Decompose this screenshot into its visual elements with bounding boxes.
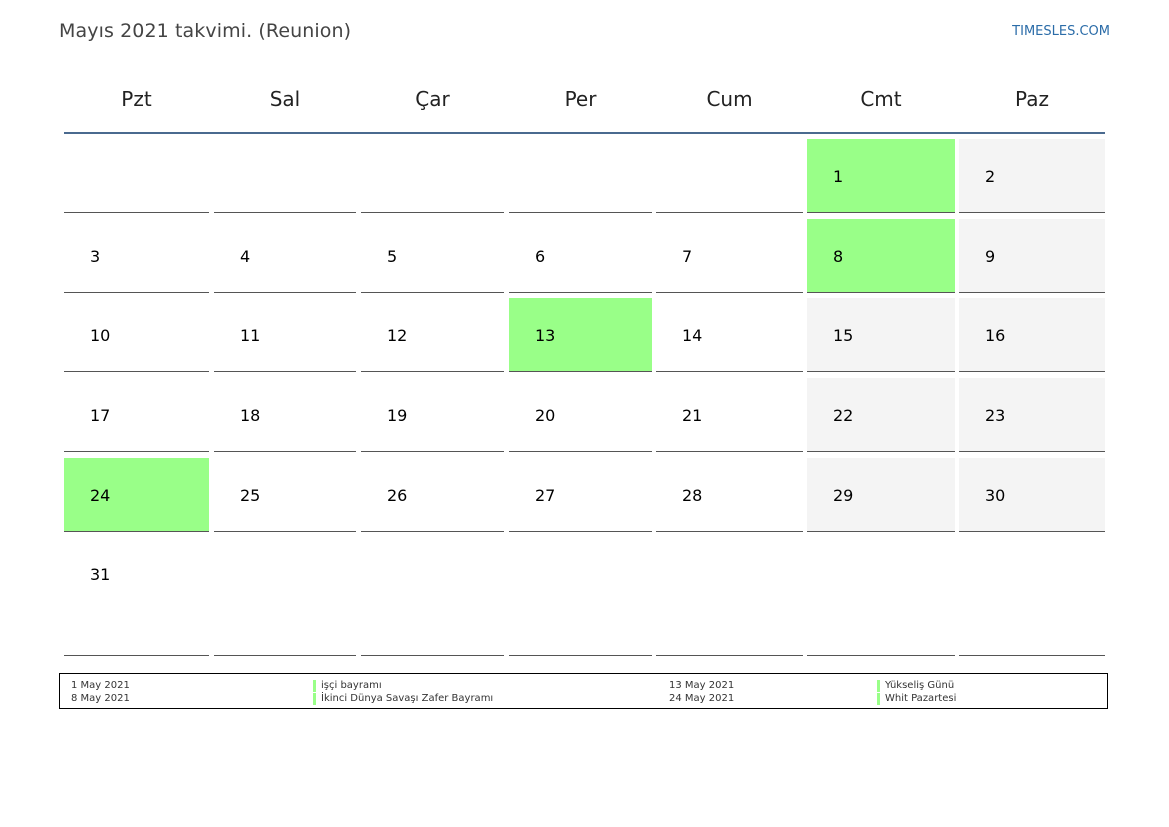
day-cell[interactable]: 20: [509, 378, 652, 452]
empty-day-cell: [64, 139, 209, 213]
day-number: 29: [833, 486, 854, 505]
weekday-label: Sal: [269, 87, 301, 111]
day-cell[interactable]: 12: [361, 298, 504, 372]
day-number: 30: [985, 486, 1006, 505]
day-cell[interactable]: 22: [807, 378, 955, 452]
day-cell[interactable]: 2: [959, 139, 1105, 213]
empty-day-cell: [509, 537, 652, 656]
day-number: 11: [240, 326, 261, 345]
weekday-label: Cum: [706, 87, 753, 111]
day-cell[interactable]: 14: [656, 298, 803, 372]
day-number: 5: [387, 247, 398, 266]
holiday-day-cell[interactable]: 13: [509, 298, 652, 372]
day-number: 23: [985, 406, 1006, 425]
day-cell[interactable]: 27: [509, 458, 652, 532]
empty-day-cell: [214, 139, 356, 213]
day-cell[interactable]: 3: [64, 219, 209, 293]
day-number: 4: [240, 247, 251, 266]
holiday-name: Whit Pazartesi: [877, 693, 956, 705]
day-cell[interactable]: 6: [509, 219, 652, 293]
day-cell[interactable]: 26: [361, 458, 504, 532]
weekday-label: Pzt: [121, 87, 152, 111]
day-cell[interactable]: 4: [214, 219, 356, 293]
day-cell[interactable]: 31: [64, 537, 209, 656]
day-cell[interactable]: 19: [361, 378, 504, 452]
day-number: 19: [387, 406, 408, 425]
day-cell[interactable]: 30: [959, 458, 1105, 532]
day-number: 22: [833, 406, 854, 425]
holiday-day-cell[interactable]: 8: [807, 219, 955, 293]
holiday-day-cell[interactable]: 1: [807, 139, 955, 213]
day-number: 12: [387, 326, 408, 345]
day-cell[interactable]: 17: [64, 378, 209, 452]
day-number: 6: [535, 247, 546, 266]
day-cell[interactable]: 25: [214, 458, 356, 532]
day-number: 3: [90, 247, 101, 266]
weekday-label: Per: [564, 87, 597, 111]
day-number: 1: [833, 167, 844, 186]
day-cell[interactable]: 28: [656, 458, 803, 532]
day-number: 21: [682, 406, 703, 425]
day-number: 7: [682, 247, 693, 266]
day-number: 27: [535, 486, 556, 505]
day-number: 25: [240, 486, 261, 505]
empty-day-cell: [361, 537, 504, 656]
empty-day-cell: [656, 139, 803, 213]
day-number: 10: [90, 326, 111, 345]
empty-day-cell: [807, 537, 955, 656]
day-number: 16: [985, 326, 1006, 345]
empty-day-cell: [509, 139, 652, 213]
day-number: 13: [535, 326, 556, 345]
day-cell[interactable]: 29: [807, 458, 955, 532]
holiday-date: 24 May 2021: [669, 693, 735, 704]
day-number: 8: [833, 247, 844, 266]
holiday-legend: 1 May 2021 işçi bayramı 8 May 2021 İkinci D…: [59, 673, 1108, 709]
weekday-label: Çar: [415, 87, 450, 111]
empty-day-cell: [959, 537, 1105, 656]
day-cell[interactable]: 16: [959, 298, 1105, 372]
day-number: 9: [985, 247, 996, 266]
day-number: 26: [387, 486, 408, 505]
holiday-name: İkinci Dünya Savaşı Zafer Bayramı: [313, 693, 493, 705]
empty-day-cell: [361, 139, 504, 213]
day-number: 28: [682, 486, 703, 505]
day-number: 17: [90, 406, 111, 425]
page-title: Mayıs 2021 takvimi. (Reunion): [59, 20, 352, 42]
day-number: 20: [535, 406, 556, 425]
day-number: 14: [682, 326, 703, 345]
day-cell[interactable]: 21: [656, 378, 803, 452]
holiday-date: 13 May 2021: [669, 680, 735, 691]
day-cell[interactable]: 9: [959, 219, 1105, 293]
empty-day-cell: [214, 537, 356, 656]
holiday-name: işçi bayramı: [313, 680, 382, 692]
day-cell[interactable]: 23: [959, 378, 1105, 452]
holiday-day-cell[interactable]: 24: [64, 458, 209, 532]
day-number: 31: [90, 565, 111, 584]
day-number: 15: [833, 326, 854, 345]
weekday-label: Cmt: [860, 87, 902, 111]
day-number: 24: [90, 486, 111, 505]
day-cell[interactable]: 15: [807, 298, 955, 372]
day-number: 2: [985, 167, 996, 186]
weekday-label: Paz: [1015, 87, 1049, 111]
day-number: 18: [240, 406, 261, 425]
day-cell[interactable]: 7: [656, 219, 803, 293]
holiday-date: 8 May 2021: [71, 693, 130, 704]
day-cell[interactable]: 11: [214, 298, 356, 372]
empty-day-cell: [656, 537, 803, 656]
day-cell[interactable]: 18: [214, 378, 356, 452]
holiday-date: 1 May 2021: [71, 680, 130, 691]
holiday-name: Yükseliş Günü: [877, 680, 954, 692]
site-link[interactable]: TIMESLES.COM: [1012, 24, 1110, 39]
day-cell[interactable]: 10: [64, 298, 209, 372]
weekday-header: Pzt Sal Çar Per Cum Cmt Paz: [64, 66, 1105, 134]
day-cell[interactable]: 5: [361, 219, 504, 293]
